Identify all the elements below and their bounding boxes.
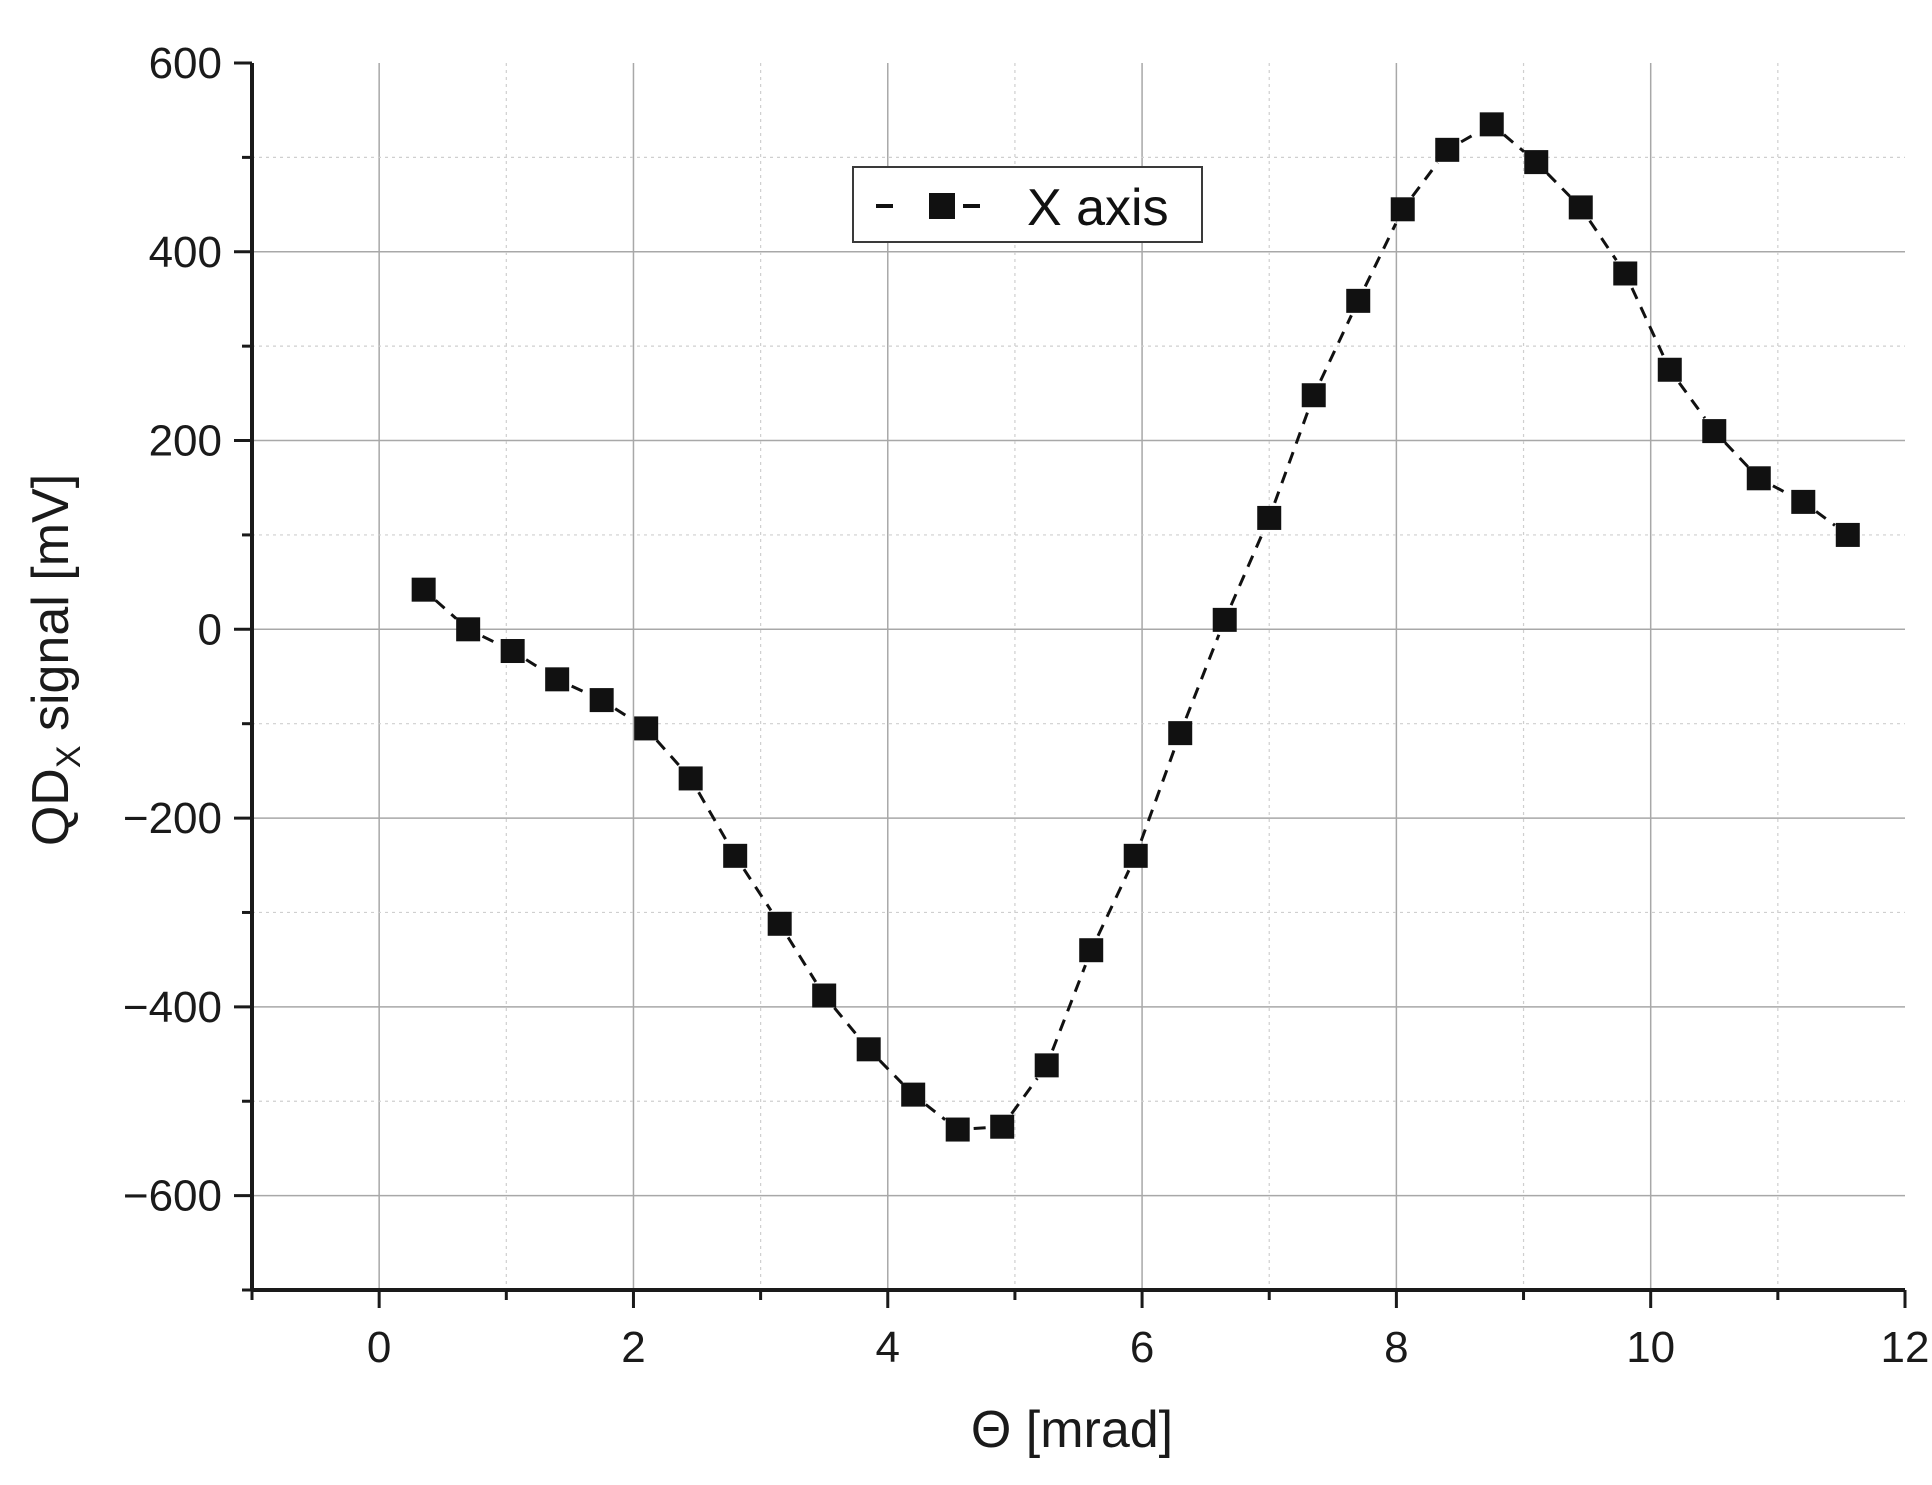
x-tick-label: 12 xyxy=(1881,1323,1930,1372)
series-connector xyxy=(481,634,499,646)
data-point-marker xyxy=(1212,607,1237,632)
series-connector xyxy=(1546,172,1571,198)
series-connector xyxy=(742,868,773,912)
data-point-marker xyxy=(990,1114,1015,1139)
y-axis-title-main: QD xyxy=(22,768,80,846)
series-connector xyxy=(1502,133,1526,153)
x-tick-label: 10 xyxy=(1626,1323,1675,1372)
tick-labels: 0 2 4 6 8 10 12 −600 −400 −200 0 200 400 600 xyxy=(123,39,1930,1372)
series-connector xyxy=(1051,964,1087,1051)
data-point-marker xyxy=(1791,489,1816,514)
y-tick-label: 400 xyxy=(149,228,222,277)
series-connector xyxy=(1096,869,1131,937)
y-tick-label: 200 xyxy=(149,417,222,466)
data-point-marker xyxy=(456,617,481,642)
legend: X axis xyxy=(852,166,1203,243)
series-connector xyxy=(697,791,729,843)
data-point-marker xyxy=(1746,466,1771,491)
series-connector xyxy=(1411,161,1439,198)
series-connector xyxy=(1772,484,1790,496)
data-point-marker xyxy=(500,639,525,664)
data-point-marker xyxy=(1568,195,1593,220)
series-connector xyxy=(1677,381,1707,420)
data-point-marker xyxy=(723,843,748,868)
series-connector xyxy=(434,599,458,620)
data-point-marker xyxy=(767,911,792,936)
y-tick-label: 0 xyxy=(198,605,222,654)
data-point-marker xyxy=(1079,938,1104,963)
series-connector xyxy=(571,684,588,695)
series-connector xyxy=(1273,409,1310,504)
data-point-marker xyxy=(1524,150,1549,175)
data-series xyxy=(411,112,1860,1142)
series-connector xyxy=(878,1059,904,1085)
data-point-marker xyxy=(1257,505,1282,530)
series-connector xyxy=(614,707,634,722)
data-point-marker xyxy=(1702,419,1727,444)
axes xyxy=(250,63,1905,1292)
x-tick-label: 0 xyxy=(367,1323,391,1372)
series-connector xyxy=(1630,287,1665,356)
data-point-marker xyxy=(1346,288,1371,313)
series-connector xyxy=(924,1103,947,1121)
y-axis-title-subscript: X xyxy=(50,745,88,768)
y-tick-label: 600 xyxy=(149,39,222,88)
series-connector xyxy=(973,1126,987,1131)
series-connector xyxy=(1229,531,1265,606)
series-connector xyxy=(655,739,682,768)
series-connector xyxy=(786,936,818,983)
y-tick-label: −400 xyxy=(123,983,222,1032)
x-tick-label: 4 xyxy=(876,1323,900,1372)
series-connector xyxy=(1010,1077,1039,1115)
x-tick-label: 6 xyxy=(1130,1323,1154,1372)
x-tick-label: 8 xyxy=(1384,1323,1408,1372)
data-point-marker xyxy=(945,1117,970,1142)
legend-label: X axis xyxy=(1027,179,1169,237)
x-axis-title: Θ [mrad] xyxy=(971,1401,1173,1459)
data-point-marker xyxy=(856,1037,881,1062)
y-tick-label: −200 xyxy=(123,794,222,843)
series-connector xyxy=(1139,747,1177,842)
data-point-marker xyxy=(1835,522,1860,547)
series-connector xyxy=(525,658,545,673)
data-point-marker xyxy=(1657,357,1682,382)
series-connector xyxy=(1460,130,1479,144)
data-point-marker xyxy=(545,667,570,692)
data-point-marker xyxy=(1301,383,1326,408)
data-point-marker xyxy=(1479,112,1504,137)
data-point-marker xyxy=(411,577,436,602)
x-tick-label: 2 xyxy=(621,1323,645,1372)
series-connector xyxy=(1588,219,1618,262)
data-point-marker xyxy=(1613,261,1638,286)
data-point-marker xyxy=(812,983,837,1008)
data-point-marker xyxy=(1123,843,1148,868)
series-connector xyxy=(1184,634,1221,719)
data-point-marker xyxy=(1390,197,1415,222)
data-point-marker xyxy=(1435,137,1460,162)
legend-marker xyxy=(929,193,955,219)
data-point-marker xyxy=(634,716,659,741)
data-point-marker xyxy=(589,688,614,713)
series-connector xyxy=(833,1006,860,1038)
series-connector xyxy=(1363,223,1398,288)
data-point-marker xyxy=(901,1082,926,1107)
y-tick-label: −600 xyxy=(123,1172,222,1221)
series-connector xyxy=(1815,510,1836,527)
axis-ticks xyxy=(234,61,1907,1308)
data-point-marker xyxy=(678,766,703,791)
series-connector xyxy=(1319,314,1353,382)
series-connector xyxy=(1724,441,1749,468)
grid-lines xyxy=(252,63,1905,1290)
y-axis-title-suffix: signal [mV] xyxy=(22,474,80,746)
legend-box xyxy=(852,166,1203,243)
data-point-marker xyxy=(1034,1053,1059,1078)
data-point-marker xyxy=(1168,721,1193,746)
y-axis-title: QDX signal [mV] xyxy=(22,474,88,846)
